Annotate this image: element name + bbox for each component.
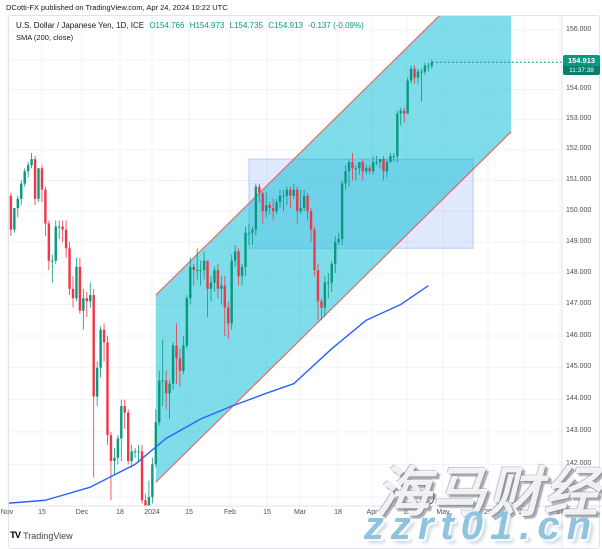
ohlc-low: L154.735	[229, 21, 263, 30]
channel-top-line[interactable]	[155, 0, 511, 296]
last-price-label: 154.913 11:37:38	[563, 55, 600, 75]
price-tick-label: 146.000	[566, 331, 592, 339]
last-price-value: 154.913	[563, 55, 600, 66]
watermark-site-url: zzrt01.cn	[363, 504, 598, 548]
symbol-title: U.S. Dollar / Japanese Yen, 1D, ICE	[16, 21, 145, 30]
time-tick-label: 15	[185, 509, 193, 516]
tradingview-logo[interactable]: TV TradingView	[10, 530, 73, 541]
time-tick-label: 18	[116, 509, 124, 516]
ohlc-close: C154.913	[268, 21, 303, 30]
time-tick-label: Nov	[0, 509, 14, 516]
publish-attribution: DCotti-FX published on TradingView.com, …	[6, 3, 228, 12]
trend-channel[interactable]	[155, 0, 512, 483]
indicator-legend-sma[interactable]: SMA (200, close)	[16, 33, 74, 42]
price-tick-label: 143.000	[566, 427, 592, 435]
ohlc-high: H154.973	[189, 21, 225, 30]
time-tick-label: Mar	[293, 509, 307, 516]
time-tick-label: 18	[334, 509, 342, 516]
symbol-legend[interactable]: U.S. Dollar / Japanese Yen, 1D, ICE O154…	[16, 21, 364, 30]
price-tick-label: 145.000	[566, 363, 592, 371]
price-tick-label: 153.000	[566, 115, 592, 123]
time-tick-label: Apr	[366, 509, 378, 516]
time-tick-label: 2024	[144, 509, 160, 516]
candles-layer	[9, 59, 433, 506]
price-tick-label: 154.000	[566, 85, 592, 93]
price-tick-label: 141.000	[566, 492, 592, 500]
tradingview-wordmark: TradingView	[23, 530, 73, 541]
sma-200-line[interactable]	[4, 285, 429, 504]
plot-layer	[4, 0, 562, 506]
watermark-brand-cn: 海马财经	[376, 463, 600, 523]
price-tick-label: 148.000	[566, 268, 592, 276]
price-tick-label: 152.000	[566, 145, 592, 153]
time-tick-label: Jun	[518, 509, 530, 516]
ohlc-change: -0.137 (-0.09%)	[308, 21, 364, 30]
price-tick-label: 151.000	[566, 175, 592, 183]
ellipse-annotation[interactable]	[423, 489, 435, 505]
time-tick-label: 15	[403, 509, 411, 516]
ohlc-open: O154.766	[149, 21, 185, 30]
time-tick-label: 20	[484, 509, 492, 516]
tradingview-logo-icon: TV	[10, 530, 21, 541]
time-tick-label: May	[436, 509, 450, 516]
time-tick-label: Feb	[223, 509, 237, 516]
price-tick-label: 156.000	[566, 25, 592, 33]
time-tick-label: 15	[38, 509, 46, 516]
price-tick-label: 150.000	[566, 206, 592, 214]
time-tick-label: Dec	[75, 509, 89, 516]
time-tick-label: 17	[556, 509, 564, 516]
channel-bottom-line[interactable]	[155, 131, 512, 483]
price-tick-label: 144.000	[566, 395, 592, 403]
price-tick-label: 142.000	[566, 459, 592, 467]
time-tick-label: 15	[263, 509, 271, 516]
price-tick-label: 147.000	[566, 299, 592, 307]
bar-countdown: 11:37:38	[563, 66, 600, 75]
price-tick-label: 149.000	[566, 237, 592, 245]
